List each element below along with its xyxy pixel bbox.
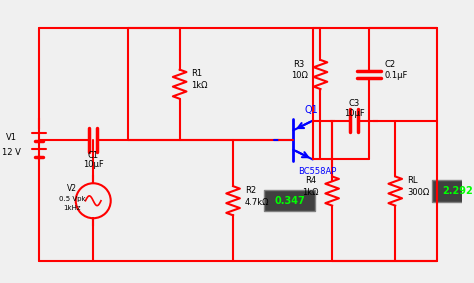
Text: 1kΩ: 1kΩ (302, 188, 319, 197)
Text: 4.7kΩ: 4.7kΩ (245, 198, 269, 207)
Text: C1: C1 (88, 151, 99, 160)
Text: V2: V2 (67, 184, 77, 193)
Text: R3: R3 (293, 60, 305, 69)
Text: C3: C3 (348, 99, 360, 108)
Text: R4: R4 (305, 176, 316, 185)
Text: 1kΩ: 1kΩ (191, 81, 208, 90)
Text: RL: RL (407, 176, 418, 185)
FancyBboxPatch shape (264, 190, 315, 211)
Text: R1: R1 (191, 69, 202, 78)
Text: 0.5 Vpk: 0.5 Vpk (59, 196, 85, 202)
Text: Q1: Q1 (305, 105, 319, 115)
Text: 0.1μF: 0.1μF (384, 71, 408, 80)
Text: 12 V: 12 V (2, 148, 21, 157)
Text: R2: R2 (245, 186, 256, 195)
Text: 300Ω: 300Ω (407, 188, 429, 197)
Text: C2: C2 (384, 60, 396, 69)
Text: 1kHz: 1kHz (63, 205, 81, 211)
Text: 2.292: 2.292 (442, 186, 473, 196)
Text: 10Ω: 10Ω (291, 71, 308, 80)
Text: 0.347: 0.347 (274, 196, 305, 206)
FancyBboxPatch shape (432, 180, 474, 202)
Text: BC558AP: BC558AP (298, 167, 337, 176)
Text: V1: V1 (6, 133, 17, 142)
Text: 10μF: 10μF (83, 160, 104, 169)
Text: 10μF: 10μF (344, 109, 365, 118)
